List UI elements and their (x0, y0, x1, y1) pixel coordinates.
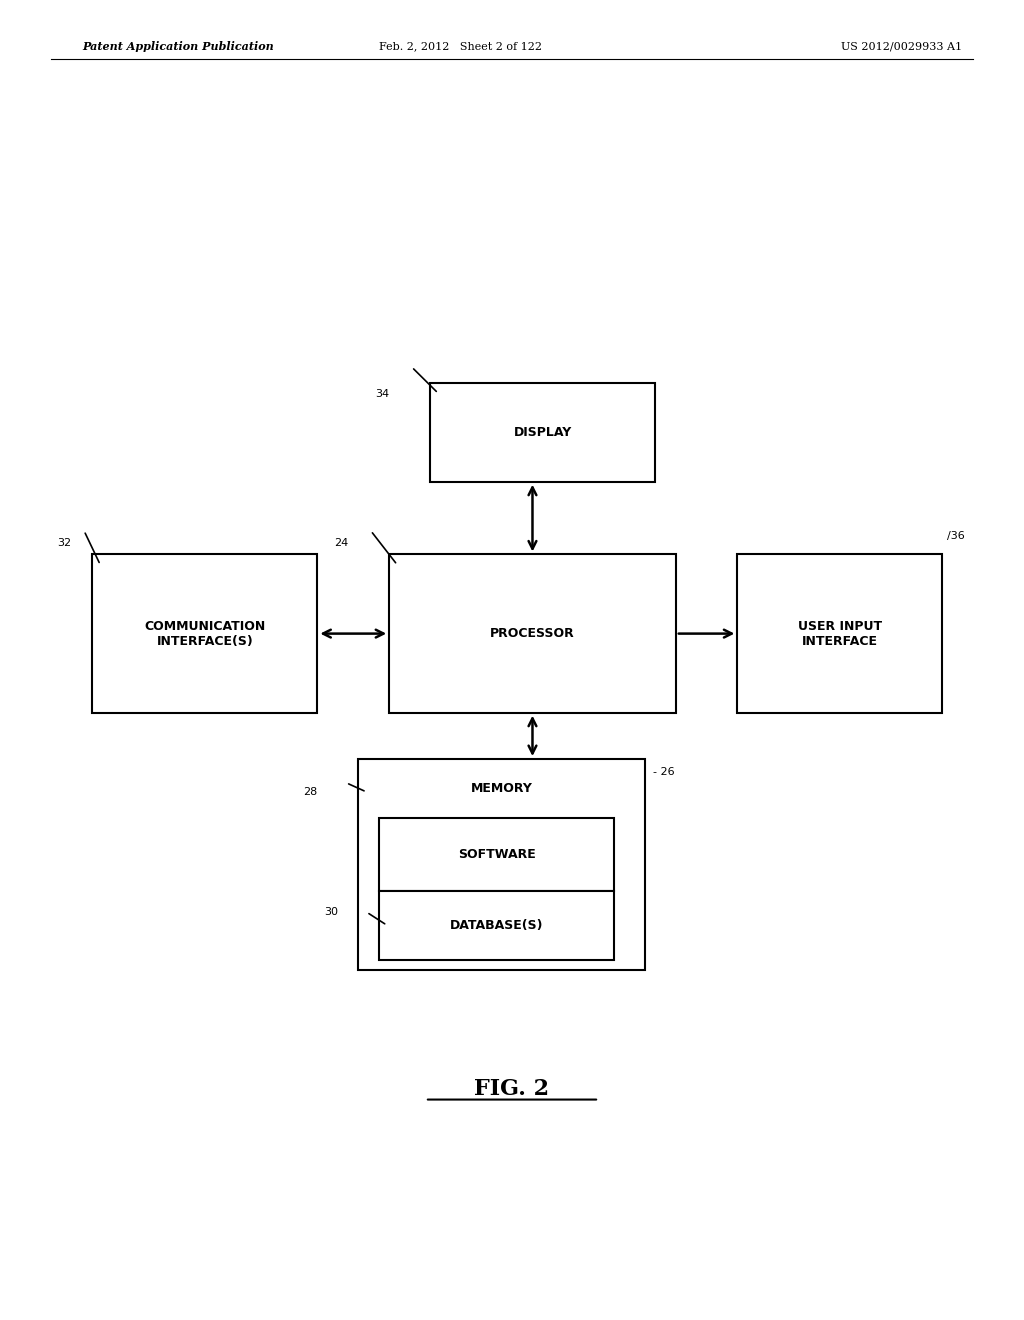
Text: Patent Application Publication: Patent Application Publication (82, 41, 273, 51)
FancyBboxPatch shape (92, 554, 317, 713)
FancyBboxPatch shape (379, 818, 614, 891)
Text: 34: 34 (375, 389, 389, 400)
Text: COMMUNICATION
INTERFACE(S): COMMUNICATION INTERFACE(S) (144, 619, 265, 648)
FancyBboxPatch shape (389, 554, 676, 713)
FancyBboxPatch shape (379, 891, 614, 960)
Text: - 26: - 26 (653, 767, 675, 777)
Text: 30: 30 (324, 907, 338, 917)
FancyBboxPatch shape (430, 383, 655, 482)
Text: DATABASE(S): DATABASE(S) (450, 919, 544, 932)
Text: 28: 28 (303, 787, 317, 797)
Text: MEMORY: MEMORY (471, 781, 532, 795)
FancyBboxPatch shape (737, 554, 942, 713)
Text: USER INPUT
INTERFACE: USER INPUT INTERFACE (798, 619, 882, 648)
Text: /36: /36 (947, 531, 965, 541)
Text: US 2012/0029933 A1: US 2012/0029933 A1 (841, 41, 962, 51)
Text: Feb. 2, 2012   Sheet 2 of 122: Feb. 2, 2012 Sheet 2 of 122 (379, 41, 543, 51)
Text: DISPLAY: DISPLAY (514, 426, 571, 438)
Text: PROCESSOR: PROCESSOR (490, 627, 574, 640)
FancyBboxPatch shape (358, 759, 645, 970)
Text: 24: 24 (334, 537, 348, 548)
Text: 32: 32 (57, 537, 72, 548)
Text: FIG. 2: FIG. 2 (474, 1078, 550, 1100)
Text: SOFTWARE: SOFTWARE (458, 849, 536, 861)
